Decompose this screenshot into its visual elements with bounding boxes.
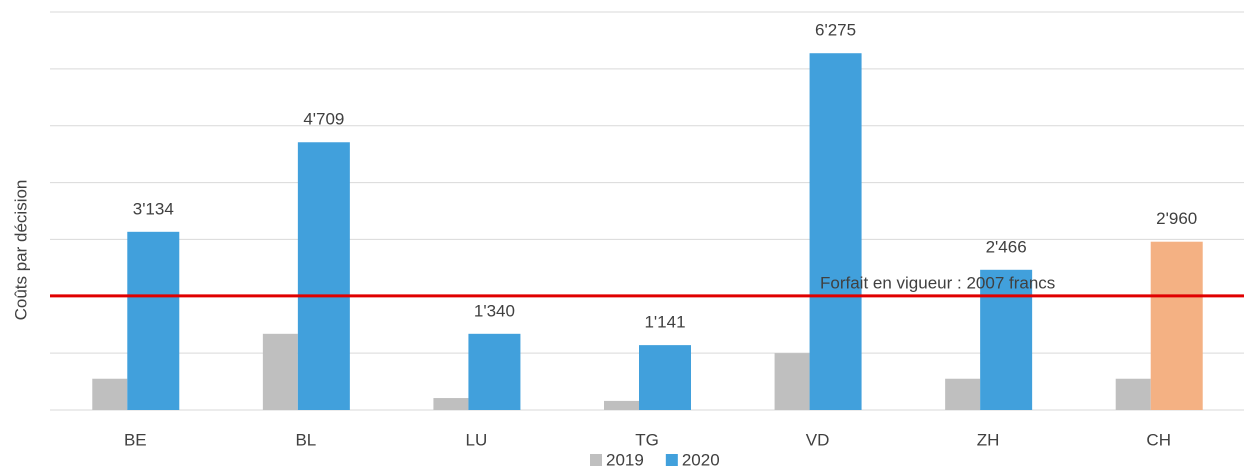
data-label: 6'275 [815, 21, 856, 40]
bar [1150, 241, 1203, 410]
x-tick-label: LU [466, 430, 488, 449]
legend-label: 2020 [682, 450, 720, 469]
data-label: 2'466 [986, 237, 1027, 256]
x-tick-label: VD [806, 430, 830, 449]
reference-label: Forfait en vigueur : 2007 francs [820, 273, 1055, 292]
data-label: 4'709 [303, 110, 344, 129]
x-tick-label: TG [635, 430, 659, 449]
bar [1115, 378, 1151, 410]
bar [468, 333, 521, 410]
legend-swatch [665, 454, 678, 466]
bar [297, 142, 350, 411]
bar [92, 378, 128, 410]
x-tick-label: BL [295, 430, 316, 449]
x-tick-label: CH [1146, 430, 1171, 449]
data-label: 2'960 [1156, 209, 1197, 228]
bar [127, 231, 180, 410]
x-tick-label: ZH [977, 430, 1000, 449]
data-label: 1'141 [644, 313, 685, 332]
legend-label: 2019 [606, 450, 644, 469]
bar [639, 345, 691, 410]
data-label: 3'134 [133, 199, 174, 218]
bar [604, 400, 639, 410]
bar [809, 53, 862, 410]
x-tick-label: BE [124, 430, 147, 449]
bar [980, 269, 1033, 410]
bar [945, 378, 981, 410]
legend-swatch [590, 454, 602, 466]
bar [262, 333, 298, 410]
bar [774, 353, 810, 410]
y-axis-label: Coûts par décision [11, 180, 30, 321]
data-label: 1'340 [474, 301, 515, 320]
bar [433, 398, 469, 410]
